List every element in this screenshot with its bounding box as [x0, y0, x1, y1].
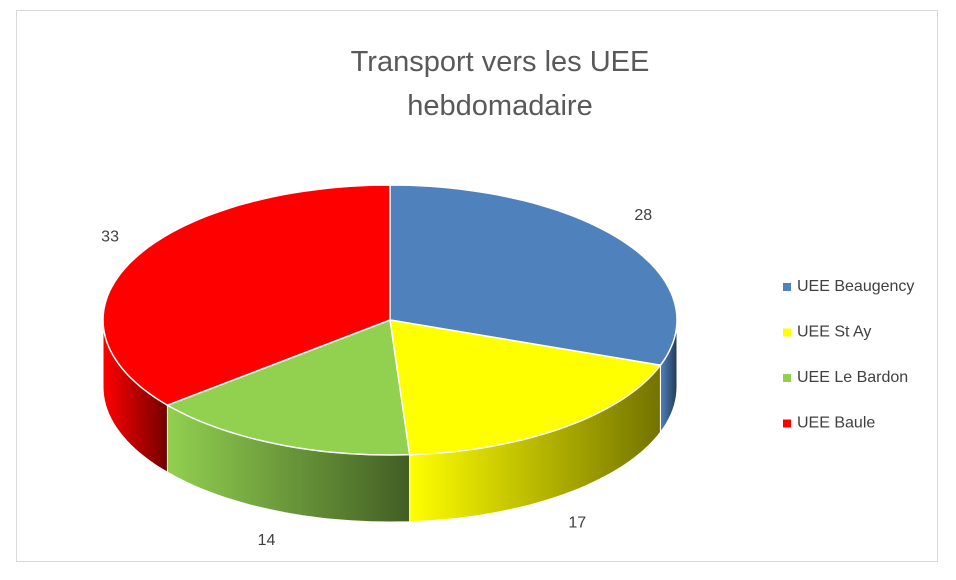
- legend-label: UEE Baule: [797, 415, 875, 432]
- legend-swatch: [783, 374, 791, 382]
- data-label: 17: [568, 514, 586, 531]
- legend-label: UEE Beaugency: [797, 278, 914, 295]
- data-label: 14: [258, 532, 276, 549]
- legend-swatch: [783, 419, 791, 428]
- chart-title: Transport vers les UEE hebdomadaire: [350, 46, 650, 122]
- pie-slice: [389, 184, 678, 367]
- legend-swatch: [783, 283, 791, 291]
- data-label: 28: [634, 207, 652, 224]
- legend-label: UEE Le Bardon: [797, 369, 908, 386]
- pie-slice: [389, 319, 662, 456]
- legend-label: UEE St Ay: [797, 324, 871, 341]
- legend-swatch: [783, 328, 791, 337]
- pie-slice: [102, 184, 391, 407]
- chart-frame: [16, 10, 938, 562]
- pie-slice: [165, 318, 411, 456]
- data-label: 33: [101, 229, 119, 246]
